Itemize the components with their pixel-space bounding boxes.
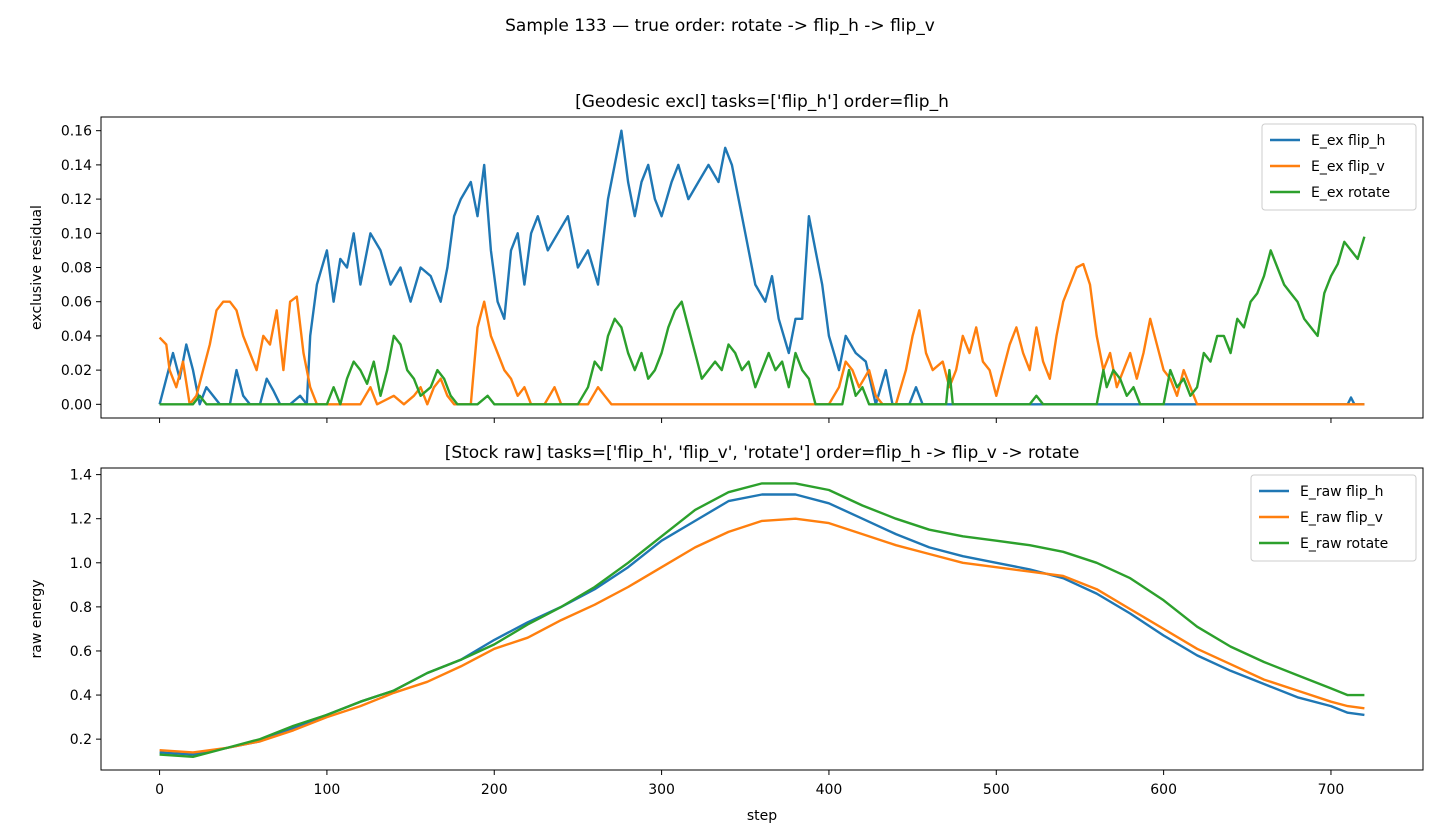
- y-tick-label: 0.02: [61, 363, 92, 379]
- legend: E_raw flip_h E_raw flip_v E_raw rotate: [1250, 474, 1417, 562]
- y-tick-label: 0.08: [61, 261, 92, 277]
- series-lines: [159, 482, 1365, 758]
- legend-label: E_ex rotate: [1311, 185, 1390, 201]
- y-tick-label: 0.00: [61, 397, 92, 413]
- legend-box: [1250, 474, 1417, 562]
- x-tick-label: 100: [314, 782, 341, 798]
- y-tick-label: 0.2: [70, 732, 92, 748]
- x-tick-label: 500: [983, 782, 1010, 798]
- series-line-e-ex-rotate: [159, 236, 1366, 406]
- series-line-e-ex-flip-h: [158, 129, 1365, 406]
- legend-label: E_raw flip_v: [1300, 510, 1383, 526]
- y-tick-label: 0.06: [61, 295, 92, 311]
- panel-title: [Stock raw] tasks=['flip_h', 'flip_v', '…: [445, 443, 1080, 463]
- legend-label: E_ex flip_h: [1311, 133, 1385, 149]
- bottom-panel-stock-raw: [Stock raw] tasks=['flip_h', 'flip_v', '…: [29, 443, 1424, 824]
- legend: E_ex flip_h E_ex flip_v E_ex rotate: [1261, 123, 1417, 211]
- y-tick-label: 0.12: [61, 192, 92, 208]
- figure-suptitle: Sample 133 — true order: rotate -> flip_…: [505, 16, 935, 36]
- panel-title: [Geodesic excl] tasks=['flip_h'] order=f…: [575, 92, 949, 112]
- legend-box: [1261, 123, 1417, 211]
- y-tick-label: 0.04: [61, 329, 92, 345]
- x-tick-label: 400: [816, 782, 843, 798]
- y-tick-label: 0.8: [70, 600, 92, 616]
- y-tick-label: 1.4: [70, 468, 92, 484]
- x-tick-label: 700: [1318, 782, 1345, 798]
- legend-label: E_ex flip_v: [1311, 159, 1385, 175]
- x-tick-label: 200: [481, 782, 508, 798]
- legend-label: E_raw flip_h: [1300, 484, 1384, 500]
- x-axis-label: step: [747, 808, 777, 824]
- y-tick-label: 0.6: [70, 644, 92, 660]
- series-line-e-raw-rotate: [159, 482, 1365, 758]
- y-axis-label: exclusive residual: [29, 205, 45, 330]
- y-tick-label: 0.4: [70, 688, 92, 704]
- top-panel-geodesic-excl: [Geodesic excl] tasks=['flip_h'] order=f…: [29, 92, 1424, 423]
- x-tick-label: 600: [1150, 782, 1177, 798]
- x-tick-label: 0: [155, 782, 164, 798]
- series-line-e-raw-flip-v: [159, 517, 1365, 754]
- axes-frame: [100, 467, 1424, 771]
- series-lines: [158, 129, 1366, 406]
- y-tick-label: 0.16: [61, 124, 92, 140]
- y-tick-label: 1.2: [70, 512, 92, 528]
- y-tick-label: 0.10: [61, 226, 92, 242]
- y-tick-label: 0.14: [61, 158, 92, 174]
- y-axis-label: raw energy: [29, 579, 45, 658]
- series-line-e-ex-flip-v: [158, 262, 1365, 406]
- x-tick-label: 300: [648, 782, 675, 798]
- legend-label: E_raw rotate: [1300, 536, 1388, 552]
- y-tick-label: 1.0: [70, 556, 92, 572]
